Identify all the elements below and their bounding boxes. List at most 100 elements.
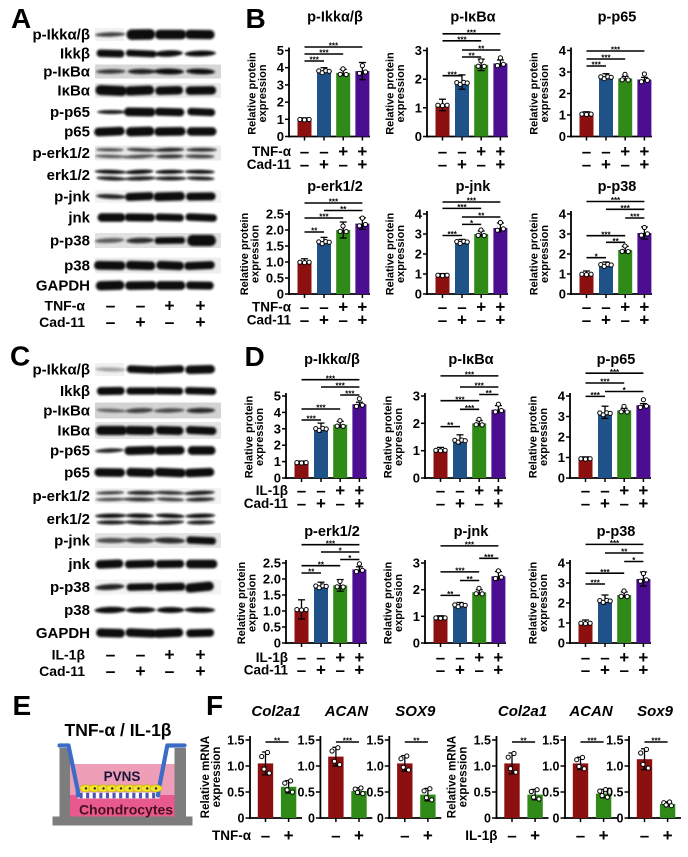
svg-text:+: +	[319, 155, 329, 174]
svg-text:***: ***	[336, 382, 346, 391]
svg-text:***: ***	[448, 70, 458, 79]
svg-text:+: +	[164, 296, 174, 316]
svg-text:4: 4	[415, 207, 423, 222]
svg-text:Chondrocytes: Chondrocytes	[79, 802, 173, 818]
svg-text:1.0: 1.0	[542, 759, 559, 773]
svg-text:–: –	[436, 648, 445, 667]
svg-text:Relative protein: Relative protein	[239, 212, 251, 295]
svg-text:expression: expression	[257, 64, 269, 122]
svg-text:–: –	[438, 155, 447, 174]
svg-text:–: –	[319, 142, 328, 161]
svg-text:1: 1	[274, 454, 281, 469]
svg-text:1.0: 1.0	[606, 759, 623, 773]
svg-text:*: *	[595, 252, 599, 261]
svg-text:0: 0	[558, 636, 565, 651]
svg-text:jnk: jnk	[67, 556, 90, 573]
svg-text:***: ***	[611, 196, 621, 205]
svg-text:0: 0	[558, 471, 565, 486]
svg-text:**: **	[447, 590, 454, 599]
svg-text:Relative protein: Relative protein	[247, 52, 259, 135]
svg-text:E: E	[13, 690, 32, 721]
svg-text:p-p38: p-p38	[50, 579, 90, 596]
svg-text:PVNS: PVNS	[104, 769, 141, 784]
svg-text:2.0: 2.0	[266, 223, 284, 238]
svg-text:3: 3	[274, 421, 281, 436]
svg-text:0: 0	[415, 129, 422, 144]
svg-text:–: –	[436, 481, 445, 500]
svg-text:2: 2	[274, 438, 281, 453]
svg-text:–: –	[297, 494, 306, 513]
svg-text:–: –	[438, 142, 447, 161]
svg-text:+: +	[599, 826, 609, 845]
svg-text:***: ***	[621, 204, 631, 213]
svg-text:0.5: 0.5	[227, 785, 244, 799]
svg-text:+: +	[357, 142, 367, 161]
svg-text:0: 0	[413, 471, 420, 486]
svg-text:p65: p65	[64, 124, 90, 141]
svg-text:+: +	[354, 481, 364, 500]
svg-text:+: +	[600, 494, 610, 513]
svg-text:F: F	[206, 690, 223, 721]
svg-text:–: –	[600, 648, 609, 667]
svg-text:–: –	[620, 311, 629, 330]
svg-text:–: –	[136, 645, 146, 665]
svg-text:–: –	[338, 311, 347, 330]
svg-text:–: –	[582, 298, 591, 317]
svg-text:Ikkβ: Ikkβ	[60, 383, 90, 400]
svg-text:0: 0	[308, 811, 315, 825]
svg-text:**: **	[318, 560, 325, 569]
svg-text:+: +	[639, 298, 649, 317]
svg-text:–: –	[581, 661, 590, 680]
svg-text:***: ***	[455, 567, 465, 576]
svg-text:**: **	[308, 568, 315, 577]
svg-text:***: ***	[465, 371, 475, 380]
svg-text:0: 0	[238, 811, 245, 825]
svg-text:***: ***	[591, 579, 601, 588]
svg-text:3: 3	[277, 77, 284, 92]
svg-text:p-Ikkα/β: p-Ikkα/β	[32, 27, 90, 44]
svg-text:IL-1β: IL-1β	[256, 483, 288, 498]
svg-text:p38: p38	[64, 602, 90, 619]
svg-text:+: +	[495, 142, 505, 161]
svg-text:–: –	[601, 142, 610, 161]
svg-text:–: –	[300, 142, 309, 161]
svg-text:+: +	[357, 311, 367, 330]
svg-text:1.0: 1.0	[263, 604, 281, 619]
svg-text:expression: expression	[395, 64, 407, 122]
svg-text:–: –	[136, 296, 146, 316]
svg-text:**: **	[413, 737, 420, 746]
svg-text:–: –	[507, 826, 516, 845]
svg-text:***: ***	[329, 42, 339, 51]
svg-text:***: ***	[307, 415, 317, 424]
svg-text:+: +	[619, 648, 629, 667]
svg-text:1.0: 1.0	[266, 255, 284, 270]
svg-text:p-erk1/2: p-erk1/2	[307, 179, 363, 195]
svg-text:Relative protein: Relative protein	[385, 52, 397, 135]
svg-text:p-p65: p-p65	[50, 104, 90, 121]
svg-text:–: –	[582, 142, 591, 161]
svg-text:IκBα: IκBα	[57, 423, 90, 440]
svg-text:1: 1	[558, 450, 565, 465]
svg-text:0.5: 0.5	[263, 620, 281, 635]
svg-text:***: ***	[591, 391, 601, 400]
svg-text:4: 4	[274, 405, 282, 420]
svg-text:**: **	[311, 227, 318, 236]
svg-text:+: +	[195, 661, 205, 681]
svg-text:–: –	[640, 826, 649, 845]
svg-text:p-IκBα: p-IκBα	[43, 64, 91, 81]
svg-text:p65: p65	[64, 465, 90, 482]
svg-text:IκBα: IκBα	[57, 83, 90, 100]
svg-text:2: 2	[415, 72, 422, 87]
svg-text:p-p65: p-p65	[50, 443, 90, 460]
svg-text:p-p38: p-p38	[598, 179, 637, 195]
svg-text:***: ***	[600, 378, 610, 387]
svg-text:–: –	[582, 311, 591, 330]
svg-text:+: +	[620, 142, 630, 161]
svg-text:p-jnk: p-jnk	[54, 189, 90, 206]
svg-text:**: **	[486, 389, 493, 398]
svg-text:1: 1	[559, 267, 566, 282]
svg-text:TNF-α / IL-1β: TNF-α / IL-1β	[65, 720, 172, 740]
svg-text:Cad-11: Cad-11	[247, 313, 292, 328]
svg-text:+: +	[195, 312, 205, 332]
svg-text:+: +	[335, 648, 345, 667]
